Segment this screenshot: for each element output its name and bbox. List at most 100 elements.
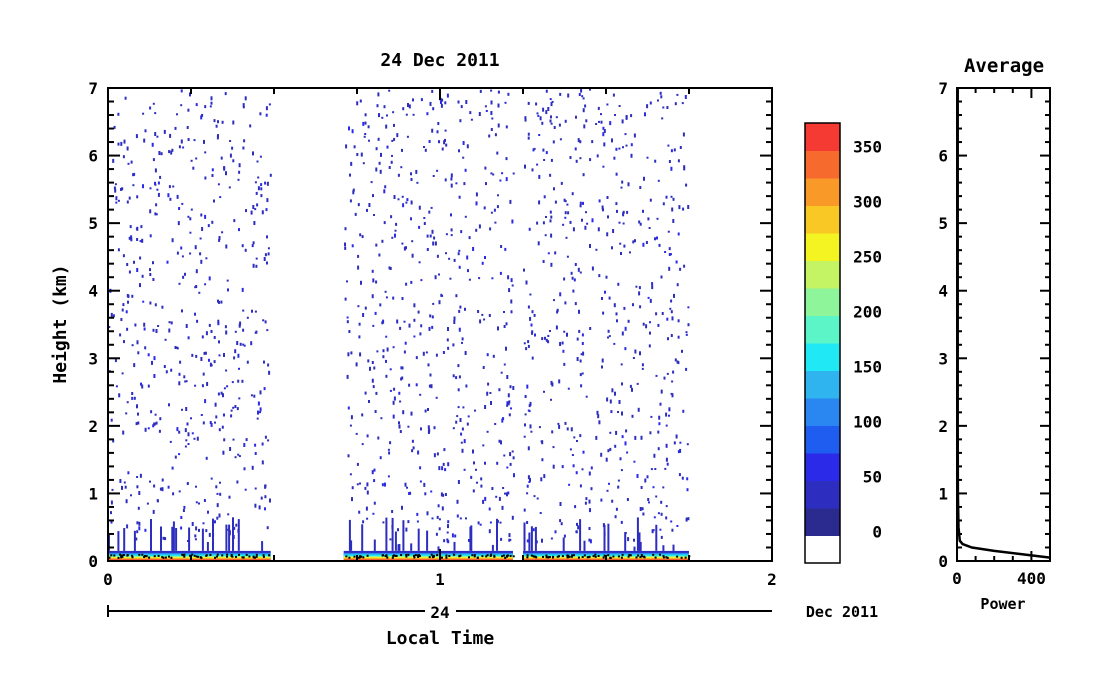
echo-cell — [447, 524, 449, 529]
echo-cell — [585, 211, 587, 214]
echo-cell — [260, 187, 263, 191]
echo-cell — [615, 507, 618, 511]
echo-cell — [202, 372, 205, 376]
echo-cell — [431, 128, 434, 133]
echo-cell — [656, 217, 659, 220]
colorbar-tick-label: 100 — [853, 413, 882, 432]
echo-cell — [181, 202, 184, 205]
echo-cell — [487, 382, 490, 386]
echo-cell — [543, 390, 545, 393]
echo-speckle — [252, 555, 255, 558]
echo-cell — [110, 511, 112, 515]
echo-cell — [386, 145, 389, 149]
echo-cell — [579, 140, 582, 144]
echo-cell — [675, 434, 678, 439]
echo-cell — [484, 405, 487, 409]
echo-cell — [265, 113, 268, 117]
echo-cell — [526, 484, 529, 488]
echo-cell — [480, 484, 483, 488]
echo-speckle — [662, 556, 665, 559]
echo-cell — [237, 353, 240, 358]
echo-cell — [659, 402, 662, 406]
echo-cell — [611, 499, 614, 503]
echo-cell — [426, 511, 429, 516]
echo-cell — [253, 221, 256, 225]
echo-cell — [177, 221, 180, 226]
echo-speckle — [113, 554, 116, 557]
echo-cell — [140, 382, 142, 386]
echo-cell — [234, 349, 237, 354]
echo-cell — [609, 121, 612, 126]
echo-spike — [212, 518, 214, 551]
echo-cell — [201, 113, 204, 117]
echo-cell — [391, 139, 394, 142]
echo-cell — [110, 312, 113, 317]
echo-cell — [573, 436, 576, 439]
echo-cell — [455, 420, 458, 424]
echo-cell — [118, 393, 121, 398]
echo-cell — [386, 114, 388, 117]
echo-speckle — [603, 554, 606, 557]
echo-cell — [497, 194, 499, 197]
echo-cell — [482, 444, 485, 447]
echo-speckle — [489, 554, 492, 557]
echo-cell — [677, 450, 680, 454]
echo-cell — [618, 400, 621, 404]
echo-cell — [136, 476, 139, 478]
echo-cell — [187, 138, 190, 141]
echo-cell — [238, 323, 241, 328]
echo-cell — [384, 290, 387, 293]
echo-cell — [189, 252, 192, 255]
echo-cell — [661, 117, 664, 120]
echo-cell — [457, 252, 460, 256]
echo-cell — [385, 296, 388, 299]
echo-cell — [560, 522, 563, 526]
echo-cell — [665, 195, 668, 199]
echo-cell — [411, 253, 414, 258]
echo-cell — [356, 101, 359, 106]
echo-speckle — [592, 555, 595, 558]
echo-cell — [361, 443, 364, 446]
echo-cell — [139, 256, 142, 260]
echo-speckle — [504, 556, 507, 559]
echo-cell — [606, 196, 609, 199]
echo-cell — [659, 91, 662, 95]
echo-speckle — [490, 553, 493, 556]
echo-cell — [455, 376, 458, 380]
echo-cell — [216, 516, 219, 520]
echo-speckle — [676, 555, 679, 558]
echo-cell — [394, 229, 397, 232]
echo-cell — [420, 279, 423, 282]
echo-cell — [441, 506, 444, 511]
echo-cell — [373, 501, 376, 505]
echo-cell — [266, 526, 269, 530]
echo-cell — [452, 374, 455, 378]
echo-cell — [512, 172, 515, 175]
echo-cell — [203, 139, 205, 144]
echo-cell — [374, 410, 377, 413]
echo-cell — [223, 166, 226, 171]
echo-cell — [527, 101, 530, 105]
echo-cell — [450, 213, 452, 217]
echo-cell — [169, 133, 172, 138]
echo-cell — [356, 462, 359, 466]
echo-cell — [541, 458, 544, 462]
echo-cell — [372, 512, 375, 515]
echo-cell — [526, 539, 529, 543]
echo-cell — [492, 173, 495, 176]
heatmap-panel: 24 Dec 2011 Height (km) Local Time 24 De… — [50, 50, 878, 649]
echo-speckle — [386, 556, 389, 559]
echo-cell — [664, 251, 667, 253]
echo-cell — [677, 319, 680, 323]
echo-cell — [267, 439, 270, 442]
echo-cell — [629, 384, 632, 388]
echo-spike — [672, 544, 675, 551]
echo-cell — [651, 282, 654, 286]
echo-cell — [204, 214, 207, 219]
echo-cell — [538, 174, 541, 179]
echo-cell — [110, 418, 113, 422]
echo-cell — [486, 353, 489, 357]
echo-cell — [353, 145, 356, 149]
echo-cell — [457, 100, 460, 104]
echo-cell — [549, 119, 552, 123]
